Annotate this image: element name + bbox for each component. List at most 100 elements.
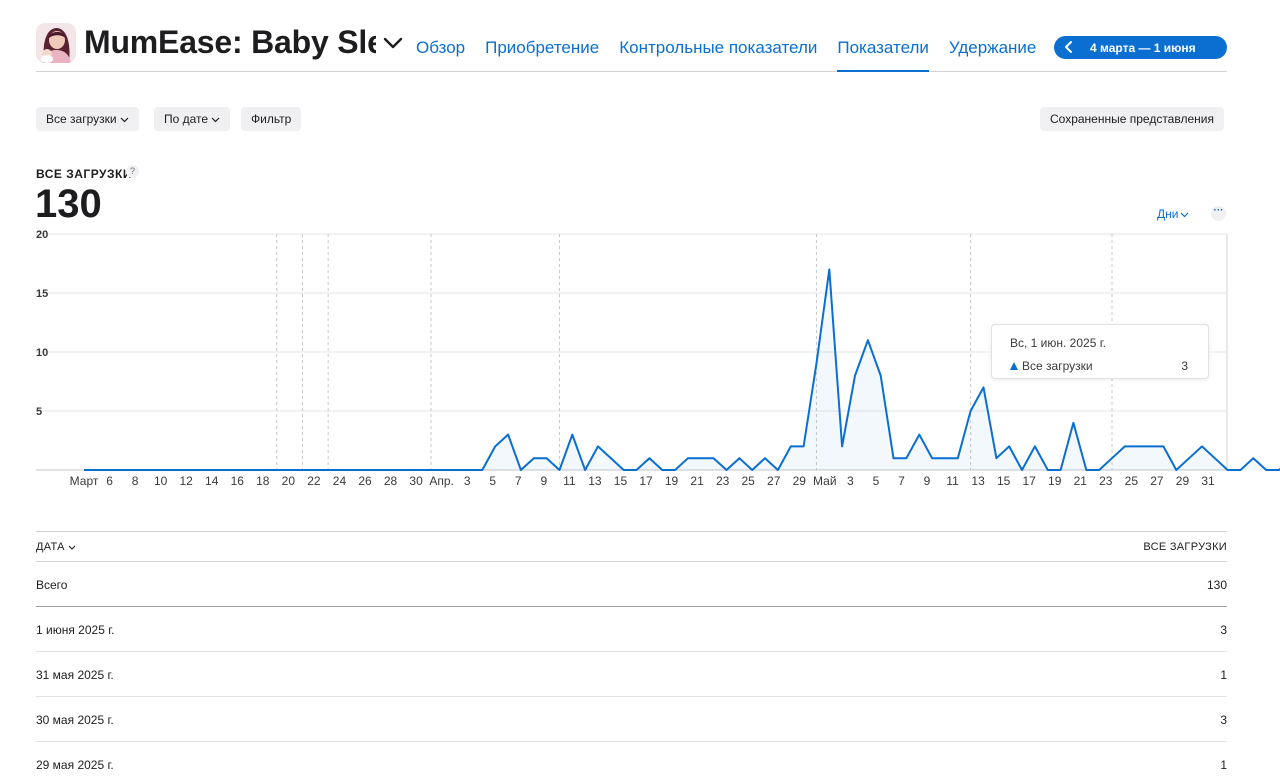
row-value: 1 — [1220, 668, 1227, 682]
x-tick-label: 17 — [1023, 474, 1037, 488]
tab-retention[interactable]: Удержание — [948, 38, 1037, 57]
column-header-date-label: ДАТА — [36, 541, 65, 553]
x-tick-label: 31 — [1201, 474, 1215, 488]
x-tick-label: 28 — [384, 474, 398, 488]
chart-tooltip: Вс, 1 июн. 2025 г. Все загрузки 3 — [991, 324, 1209, 379]
x-tick-label: Апр. — [429, 474, 454, 488]
table-row[interactable]: 1 июня 2025 г. 3 — [36, 607, 1227, 652]
x-tick-label: 29 — [793, 474, 807, 488]
date-range-selector[interactable]: 4 марта — 1 июня — [1054, 36, 1227, 59]
table-row-total: Всего 130 — [36, 562, 1227, 607]
x-tick-label: 26 — [358, 474, 372, 488]
x-tick-label: 27 — [767, 474, 781, 488]
x-tick-label: 19 — [665, 474, 679, 488]
tooltip-series: Все загрузки — [1010, 359, 1093, 373]
total-label: Всего — [36, 578, 68, 592]
tab-overview[interactable]: Обзор — [416, 38, 466, 57]
app-title: MumEase: Baby Sle... — [84, 24, 376, 60]
filter-button[interactable]: Фильтр — [241, 107, 302, 131]
x-tick-label: 5 — [489, 474, 496, 488]
x-tick-label: 3 — [847, 474, 854, 488]
x-tick-label: 7 — [515, 474, 522, 488]
x-tick-label: 9 — [540, 474, 547, 488]
period-dropdown[interactable]: Дни — [1157, 207, 1189, 221]
x-tick-label: 29 — [1176, 474, 1190, 488]
row-value: 1 — [1220, 758, 1227, 772]
tab-benchmarks[interactable]: Контрольные показатели — [619, 38, 818, 57]
x-tick-label: 27 — [1150, 474, 1164, 488]
x-tick-label: 7 — [898, 474, 905, 488]
sort-by-label: По дате — [164, 112, 209, 126]
chevron-left-icon[interactable] — [1062, 40, 1076, 54]
y-tick-label: 15 — [36, 288, 48, 300]
x-tick-label: 8 — [132, 474, 139, 488]
tab-metrics[interactable]: Показатели — [837, 20, 929, 72]
table-row[interactable]: 31 мая 2025 г. 1 — [36, 652, 1227, 697]
x-tick-label: 13 — [588, 474, 602, 488]
metric-value: 130 — [35, 182, 102, 226]
total-value: 130 — [1206, 578, 1227, 592]
column-header-downloads[interactable]: ВСЕ ЗАГРУЗКИ — [1143, 541, 1227, 553]
sort-by-dropdown[interactable]: По дате — [154, 107, 231, 131]
x-tick-label: 21 — [1074, 474, 1088, 488]
x-tick-label: 6 — [106, 474, 113, 488]
tab-acquisition[interactable]: Приобретение — [485, 38, 600, 57]
table-row[interactable]: 30 мая 2025 г. 3 — [36, 697, 1227, 742]
x-tick-label: Май — [813, 474, 837, 488]
x-tick-label: 25 — [1125, 474, 1139, 488]
table-row[interactable]: 29 мая 2025 г. 1 — [36, 742, 1227, 781]
downloads-filter-dropdown[interactable]: Все загрузки — [36, 107, 139, 131]
x-tick-label: 12 — [180, 474, 194, 488]
date-range-label: 4 марта — 1 июня — [1090, 41, 1196, 55]
downloads-table: ДАТА ВСЕ ЗАГРУЗКИ Всего 130 1 июня 2025 … — [36, 531, 1227, 781]
x-tick-label: 24 — [333, 474, 347, 488]
x-tick-label: 30 — [409, 474, 423, 488]
x-tick-label: 14 — [205, 474, 219, 488]
x-tick-label: 25 — [742, 474, 756, 488]
x-tick-label: 17 — [639, 474, 653, 488]
chevron-down-icon — [1181, 212, 1189, 218]
chevron-down-icon — [211, 117, 220, 123]
row-date: 30 мая 2025 г. — [36, 713, 114, 727]
y-tick-label: 20 — [36, 230, 48, 241]
column-header-date[interactable]: ДАТА — [36, 541, 76, 553]
series-line — [84, 268, 1280, 471]
x-tick-label: 11 — [563, 474, 576, 488]
x-tick-label: 23 — [716, 474, 730, 488]
x-tick-label: 22 — [307, 474, 321, 488]
x-tick-label: 13 — [971, 474, 985, 488]
downloads-filter-label: Все загрузки — [46, 112, 117, 126]
downloads-line-chart: 20 15 10 5 Март 6 8 10 12 14 16 18 20 22 24 26 28 30 Апр. 3… — [36, 230, 1280, 488]
x-tick-label: 5 — [873, 474, 880, 488]
chevron-down-icon — [68, 545, 76, 550]
row-value: 3 — [1220, 623, 1227, 637]
tooltip-date: Вс, 1 июн. 2025 г. — [1010, 336, 1106, 350]
series-area — [84, 269, 1280, 470]
chevron-down-icon — [120, 117, 128, 123]
y-tick-label: 5 — [36, 406, 42, 418]
row-date: 29 мая 2025 г. — [36, 758, 114, 772]
x-tick-label: Март — [70, 474, 99, 488]
help-icon[interactable]: ? — [126, 165, 139, 178]
chevron-down-icon[interactable] — [382, 32, 404, 54]
x-tick-label: 16 — [231, 474, 245, 488]
series-marker-icon — [1010, 362, 1018, 370]
more-options-button[interactable]: ··· — [1211, 206, 1226, 221]
table-header: ДАТА ВСЕ ЗАГРУЗКИ — [36, 531, 1227, 562]
row-value: 3 — [1220, 713, 1227, 727]
tooltip-series-label: Все загрузки — [1022, 359, 1093, 373]
x-tick-label: 10 — [154, 474, 168, 488]
x-tick-label: 20 — [282, 474, 296, 488]
saved-views-button[interactable]: Сохраненные представления — [1040, 107, 1224, 131]
x-tick-label: 18 — [256, 474, 270, 488]
app-header: MumEase: Baby Sle... Обзор Приобретение … — [36, 20, 1227, 72]
x-tick-label: 15 — [997, 474, 1011, 488]
x-tick-label: 23 — [1099, 474, 1113, 488]
row-date: 31 мая 2025 г. — [36, 668, 114, 682]
app-icon[interactable] — [36, 23, 76, 63]
x-tick-label: 21 — [690, 474, 704, 488]
tooltip-value: 3 — [1181, 359, 1188, 373]
x-tick-label: 11 — [946, 474, 959, 488]
x-tick-label: 3 — [464, 474, 471, 488]
y-tick-label: 10 — [36, 347, 48, 359]
